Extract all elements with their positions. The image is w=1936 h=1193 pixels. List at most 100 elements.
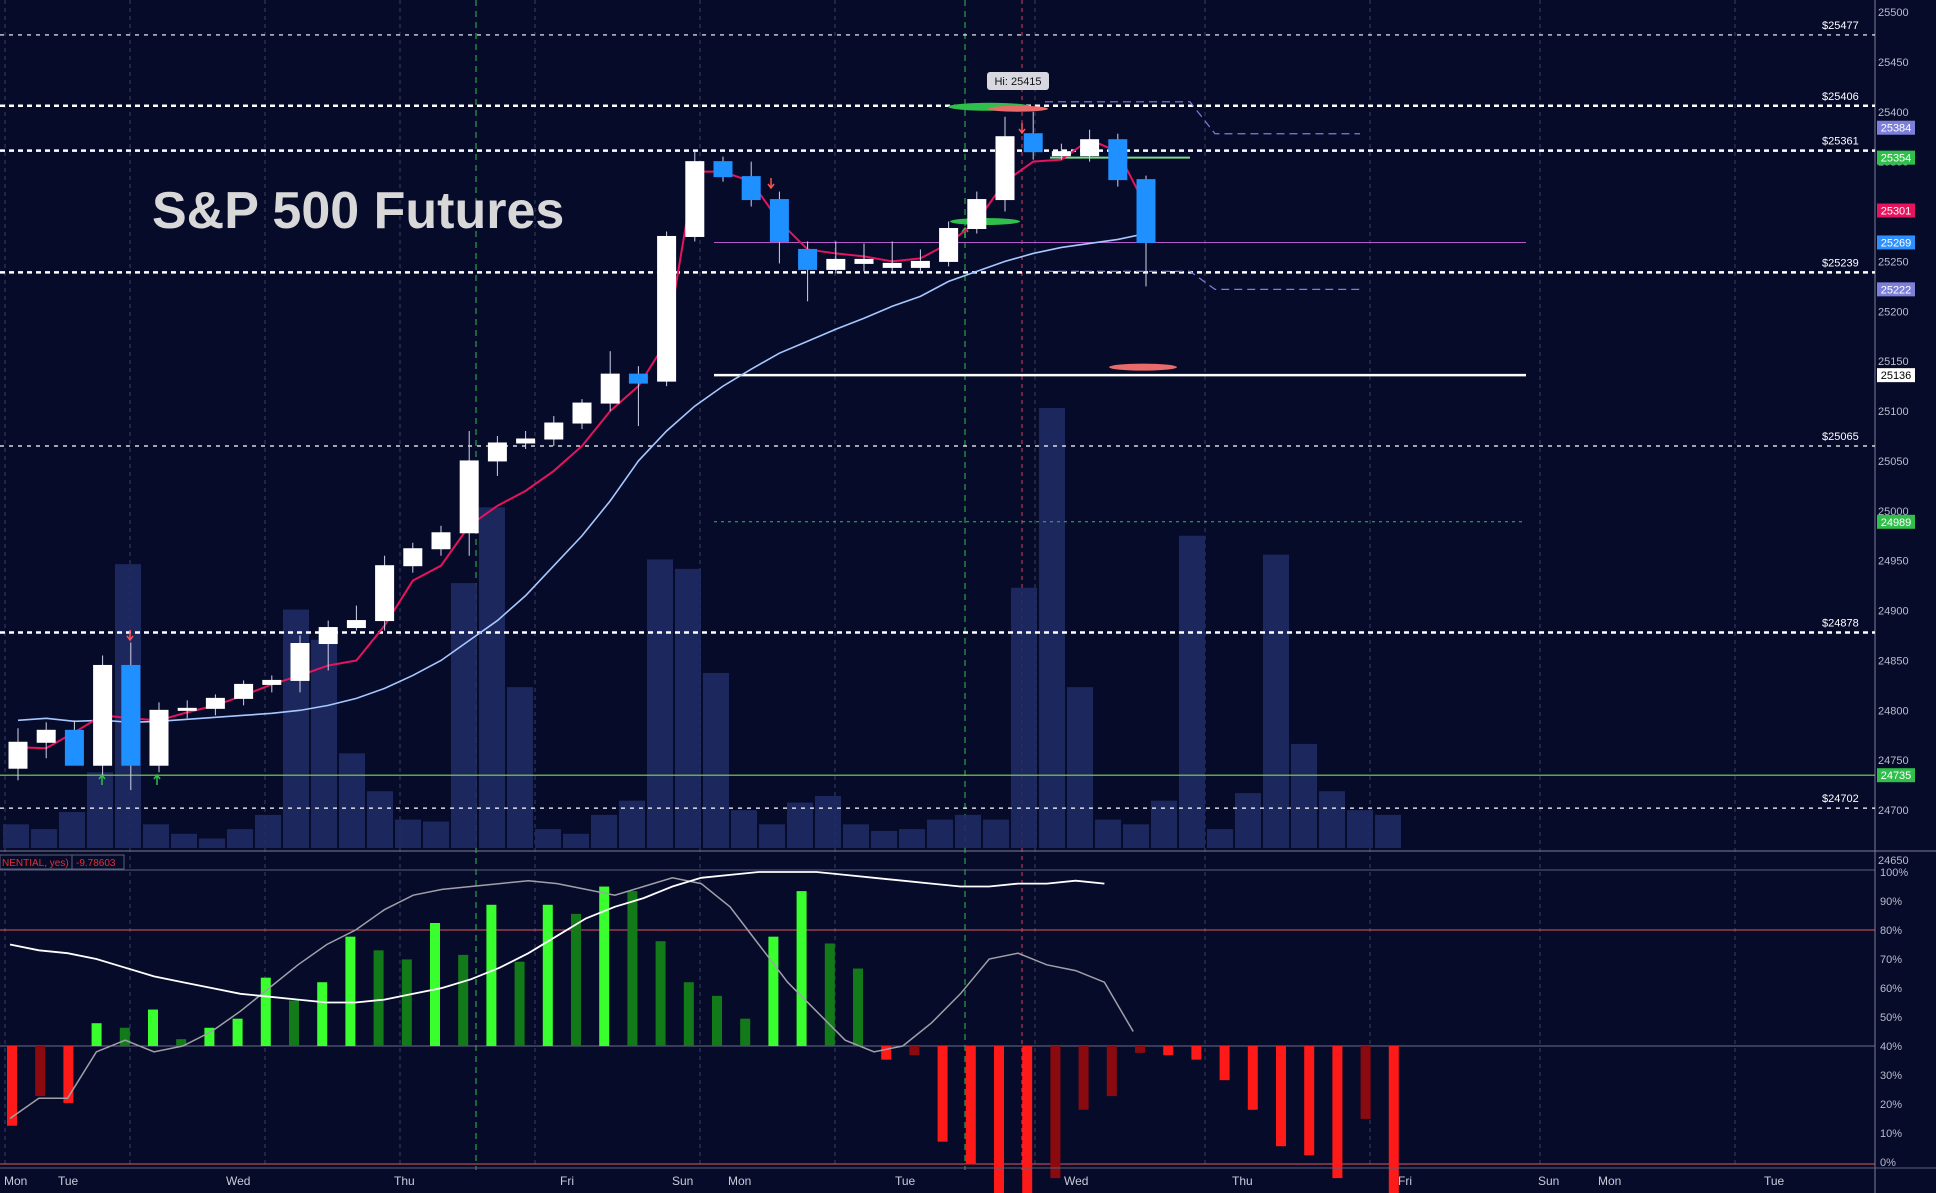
histogram-bar (1078, 1046, 1089, 1110)
volume-bar (1123, 824, 1149, 848)
volume-bar (255, 814, 281, 848)
candle-body (1136, 179, 1156, 243)
volume-bar (143, 824, 169, 848)
level-label: $25239 (1822, 257, 1859, 269)
volume-bar (1347, 810, 1373, 848)
arrow-up-icon (153, 773, 161, 785)
price-tag-box (1877, 120, 1915, 135)
price-tag-label: 25222 (1881, 284, 1912, 296)
time-tick-label: Sun (1538, 1174, 1559, 1188)
chart-title: S&P 500 Futures (152, 182, 564, 240)
histogram-bar (1106, 1046, 1117, 1097)
volume-bar (367, 791, 393, 848)
price-tick-label: 25400 (1878, 107, 1909, 119)
time-tick-label: Wed (1064, 1174, 1088, 1188)
candlesticks (8, 111, 1156, 791)
candle-body (8, 741, 28, 769)
volume-bar (339, 753, 365, 848)
histogram-bar (7, 1046, 17, 1126)
oscillator-line-gray (9, 877, 1134, 1120)
time-tick-label: Wed (226, 1174, 250, 1188)
osc-tick-label: 30% (1880, 1070, 1902, 1082)
volume-bar (815, 795, 841, 848)
candle-body (121, 664, 141, 766)
histogram-bar (542, 904, 553, 1046)
candle-body (826, 258, 846, 270)
candle-body (177, 707, 197, 711)
osc-tick-label: 90% (1880, 896, 1902, 908)
histogram-bar (373, 950, 384, 1046)
volume-bar (675, 568, 701, 848)
hi-label: Hi: 25415 (994, 76, 1041, 88)
candle-body (882, 262, 902, 268)
volume-bar (1067, 687, 1093, 848)
candle-body (1080, 139, 1100, 157)
candle-body (798, 248, 818, 270)
volume-bar (31, 829, 57, 848)
histogram-bar (599, 886, 610, 1046)
histogram-bar (683, 982, 694, 1046)
volume-bar (311, 639, 337, 848)
volume-bar (731, 810, 757, 848)
histogram-bar (627, 891, 638, 1046)
histogram-bar (430, 923, 440, 1046)
candle-body (290, 643, 310, 681)
candle-body (487, 442, 507, 462)
price-tick-label: 24700 (1878, 805, 1909, 817)
volume-bar (843, 824, 869, 848)
volume-bar (899, 829, 925, 848)
candle-body (713, 161, 733, 178)
histogram-bar (796, 891, 807, 1046)
price-tick-label: 25100 (1878, 406, 1909, 418)
histogram-bar (345, 936, 356, 1046)
oscillator-line-white (9, 871, 1105, 1004)
indicator-value: -9.78603 (76, 858, 116, 869)
histogram-bar (204, 1027, 215, 1046)
volume-bar (1039, 408, 1065, 848)
price-tick-label: 25450 (1878, 57, 1909, 69)
price-tick-label: 24950 (1878, 556, 1909, 568)
volume-bar (1235, 793, 1261, 848)
histogram-bar (1276, 1046, 1286, 1147)
osc-tick-label: 80% (1880, 925, 1902, 937)
volume-bar (1319, 791, 1345, 848)
volume-bar (759, 824, 785, 848)
histogram-bar (289, 1000, 299, 1046)
histogram-bar (994, 1046, 1004, 1193)
volume-bar (87, 772, 113, 848)
candle-body (149, 709, 169, 766)
histogram-bar (965, 1046, 976, 1165)
candle-body (262, 679, 282, 685)
time-tick-label: Thu (1232, 1174, 1253, 1188)
time-tick-label: Mon (728, 1174, 751, 1188)
arrow-up-icon (98, 773, 106, 785)
annotations: Hi: 25415 (0, 72, 1875, 785)
histogram-bar (909, 1046, 920, 1056)
price-tag-label: 24989 (1881, 517, 1912, 529)
candle-body (939, 227, 959, 262)
histogram-bar (1388, 1046, 1399, 1193)
price-tag-label: 25301 (1881, 206, 1912, 218)
indicator-label: NENTIAL, yes) (2, 858, 69, 869)
volume-bar (1011, 587, 1037, 848)
level-label: $25477 (1822, 20, 1859, 32)
indicator-value-box (71, 854, 125, 870)
volume-bar (423, 821, 449, 848)
volume-bar (591, 814, 617, 848)
osc-tick-label: 20% (1880, 1099, 1902, 1111)
level-label: $24702 (1822, 793, 1859, 805)
histogram-bar (486, 904, 497, 1046)
volume-bar (703, 672, 729, 848)
time-tick-label: Tue (895, 1174, 916, 1188)
osc-tick-label: 60% (1880, 983, 1902, 995)
candle-body (234, 683, 254, 699)
candle-body (572, 402, 592, 424)
signal-marker-red (988, 105, 1048, 112)
histogram-bar (853, 968, 863, 1046)
price-tick-label: 24850 (1878, 655, 1909, 667)
histogram-bar (148, 1009, 158, 1046)
histogram-bar (1247, 1046, 1258, 1110)
histogram-bar (740, 1018, 751, 1046)
price-tick-label: 25150 (1878, 356, 1909, 368)
